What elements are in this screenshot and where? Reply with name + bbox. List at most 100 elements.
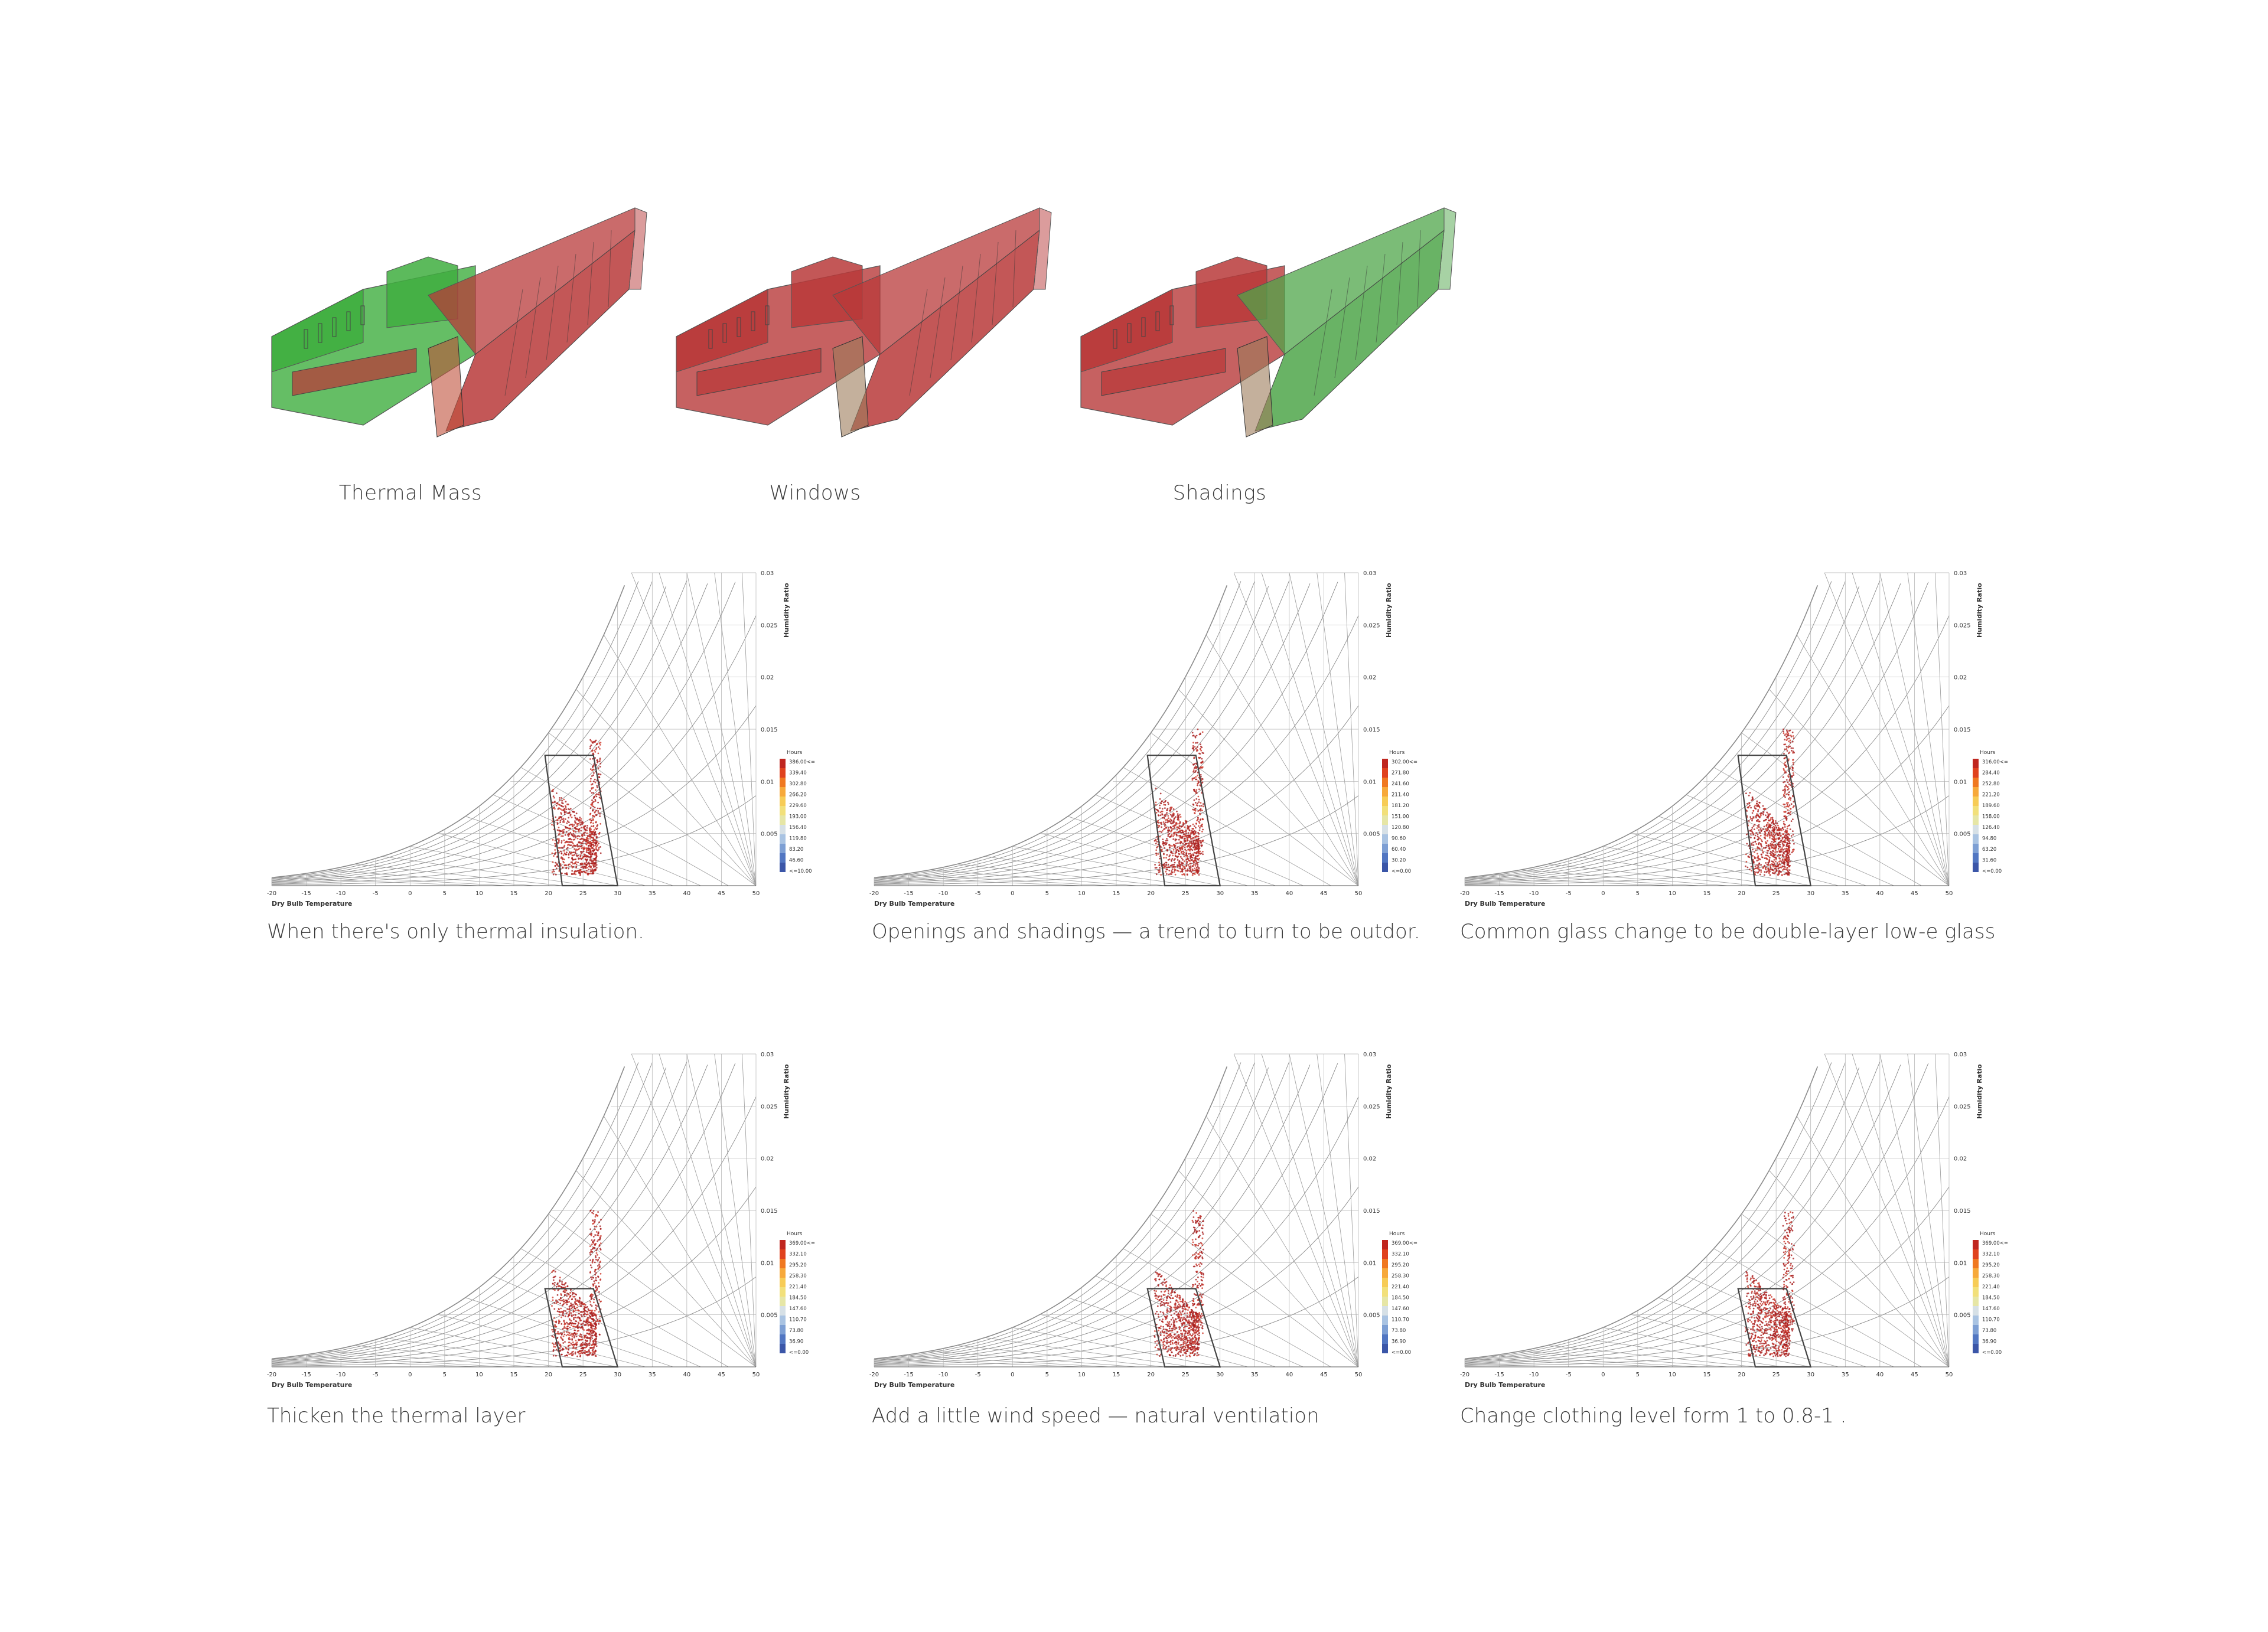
- x-tick-label: 0: [1601, 890, 1605, 897]
- x-tick-label: 35: [649, 890, 656, 897]
- legend-label: 258.30: [1982, 1274, 2000, 1280]
- legend-label: 90.60: [1392, 836, 1406, 842]
- x-tick-label: 25: [1772, 1372, 1780, 1378]
- x-tick-label: 40: [683, 890, 690, 897]
- psychrometric-chart: 0.03 0.025 0.02 0.015 0.01 0.005 -20 -15 -10 -5 0 5…: [868, 1045, 1459, 1411]
- x-tick-label: 25: [1182, 1372, 1190, 1378]
- legend-label: 73.80: [789, 1328, 803, 1334]
- y-axis-label: Humidity Ratio: [783, 583, 790, 638]
- x-tick-label: 0: [1011, 1372, 1014, 1378]
- x-tick-label: 45: [1320, 1372, 1328, 1378]
- legend-label: 266.20: [789, 792, 807, 798]
- y-tick-label: 0.025: [1363, 622, 1380, 629]
- x-tick-label: 15: [1113, 1372, 1120, 1378]
- x-tick-label: 5: [1045, 1372, 1049, 1378]
- y-tick-label: 0.03: [1954, 570, 1967, 577]
- x-tick-label: 40: [1285, 1372, 1293, 1378]
- legend-label: 36.90: [1982, 1339, 1996, 1345]
- y-tick-label: 0.005: [1954, 1313, 1971, 1319]
- y-tick-label: 0.02: [761, 675, 774, 681]
- x-tick-label: -5: [1566, 1372, 1572, 1378]
- x-tick-label: 10: [475, 890, 483, 897]
- psychrometric-chart: 0.03 0.025 0.02 0.015 0.01 0.005 -20 -15 -10 -5 0 5…: [1459, 564, 2049, 930]
- legend-label: 193.00: [789, 814, 807, 820]
- x-tick-label: 50: [1946, 1372, 1953, 1378]
- legend-label: 181.20: [1392, 803, 1409, 809]
- x-tick-label: 30: [1216, 890, 1224, 897]
- legend-label: 110.70: [789, 1317, 807, 1323]
- x-tick-label: 15: [1703, 1372, 1711, 1378]
- x-tick-label: -15: [904, 1372, 913, 1378]
- x-tick-label: -5: [373, 890, 379, 897]
- x-tick-label: -10: [939, 890, 948, 897]
- x-tick-label: 0: [408, 890, 412, 897]
- x-tick-label: 35: [1251, 1372, 1259, 1378]
- y-tick-label: 0.025: [761, 622, 778, 629]
- legend-label: 147.60: [1392, 1306, 1409, 1312]
- y-tick-label: 0.01: [761, 779, 774, 785]
- y-tick-label: 0.03: [1363, 570, 1376, 577]
- legend-label: 36.90: [1392, 1339, 1406, 1345]
- x-tick-label: 25: [1772, 890, 1780, 897]
- y-tick-label: 0.015: [1954, 727, 1971, 733]
- x-tick-label: 0: [408, 1372, 412, 1378]
- legend-label: 241.60: [1392, 781, 1409, 787]
- x-tick-label: 10: [1078, 1372, 1086, 1378]
- psychrometric-chart: 0.03 0.025 0.02 0.015 0.01 0.005 -20 -15 -10 -5 0 5…: [266, 564, 856, 930]
- y-tick-label: 0.015: [761, 727, 778, 733]
- x-tick-label: 35: [1842, 890, 1849, 897]
- chart-caption: Change clothing level form 1 to 0.8-1 .: [1460, 1404, 1847, 1428]
- legend-label: 151.00: [1392, 814, 1409, 820]
- legend-label: 189.60: [1982, 803, 2000, 809]
- y-axis-label: Humidity Ratio: [1976, 583, 1983, 638]
- legend-label: <=0.00: [1982, 869, 2002, 874]
- legend-label: 94.80: [1982, 836, 1996, 842]
- x-tick-label: 45: [1911, 1372, 1918, 1378]
- legend-label: 284.40: [1982, 771, 2000, 776]
- legend-label: 295.20: [1392, 1262, 1409, 1268]
- y-tick-label: 0.01: [761, 1260, 774, 1267]
- x-tick-label: 10: [1669, 1372, 1676, 1378]
- x-tick-label: 35: [1842, 1372, 1849, 1378]
- x-tick-label: -20: [1460, 1372, 1469, 1378]
- legend-label: 60.40: [1392, 847, 1406, 853]
- legend-label: 332.10: [1982, 1252, 2000, 1258]
- x-tick-label: 5: [1636, 1372, 1640, 1378]
- legend-label: <=0.00: [1392, 869, 1411, 874]
- x-tick-label: 50: [752, 1372, 760, 1378]
- legend-label: 221.20: [1982, 792, 2000, 798]
- x-tick-label: 30: [1216, 1372, 1224, 1378]
- x-tick-label: 20: [545, 890, 552, 897]
- legend-label: 46.60: [789, 858, 803, 864]
- legend-title: Hours: [787, 750, 803, 756]
- legend-label: 73.80: [1392, 1328, 1406, 1334]
- y-tick-label: 0.015: [1954, 1208, 1971, 1215]
- legend-label: 332.10: [1392, 1252, 1409, 1258]
- x-tick-label: 30: [1807, 890, 1814, 897]
- x-tick-label: 5: [443, 890, 447, 897]
- x-axis-label: Dry Bulb Temperature: [1465, 900, 1545, 908]
- x-tick-label: 20: [1147, 890, 1155, 897]
- legend-label: 83.20: [789, 847, 803, 853]
- psychrometric-chart: 0.03 0.025 0.02 0.015 0.01 0.005 -20 -15 -10 -5 0 5…: [868, 564, 1459, 930]
- model-caption: Windows: [769, 481, 861, 505]
- x-tick-label: -10: [1529, 890, 1539, 897]
- legend-label: 147.60: [789, 1306, 807, 1312]
- x-axis-label: Dry Bulb Temperature: [1465, 1381, 1545, 1389]
- y-tick-label: 0.01: [1363, 779, 1376, 785]
- chart-caption: When there's only thermal insulation.: [267, 920, 644, 944]
- x-tick-label: -10: [939, 1372, 948, 1378]
- model-caption: Thermal Mass: [338, 481, 483, 505]
- chart-caption: Openings and shadings — a trend to turn …: [872, 920, 1420, 944]
- x-tick-label: 25: [579, 1372, 587, 1378]
- x-tick-label: 10: [1669, 890, 1676, 897]
- data-points: [551, 1209, 602, 1357]
- y-tick-label: 0.02: [1954, 1156, 1967, 1163]
- y-tick-label: 0.01: [1954, 1260, 1967, 1267]
- x-tick-label: 20: [1738, 1372, 1745, 1378]
- legend-title: Hours: [1389, 750, 1405, 756]
- legend-label: 369.00<=: [789, 1241, 815, 1246]
- y-tick-label: 0.03: [1954, 1052, 1967, 1058]
- legend-label: 271.80: [1392, 771, 1409, 776]
- x-tick-label: -20: [869, 890, 879, 897]
